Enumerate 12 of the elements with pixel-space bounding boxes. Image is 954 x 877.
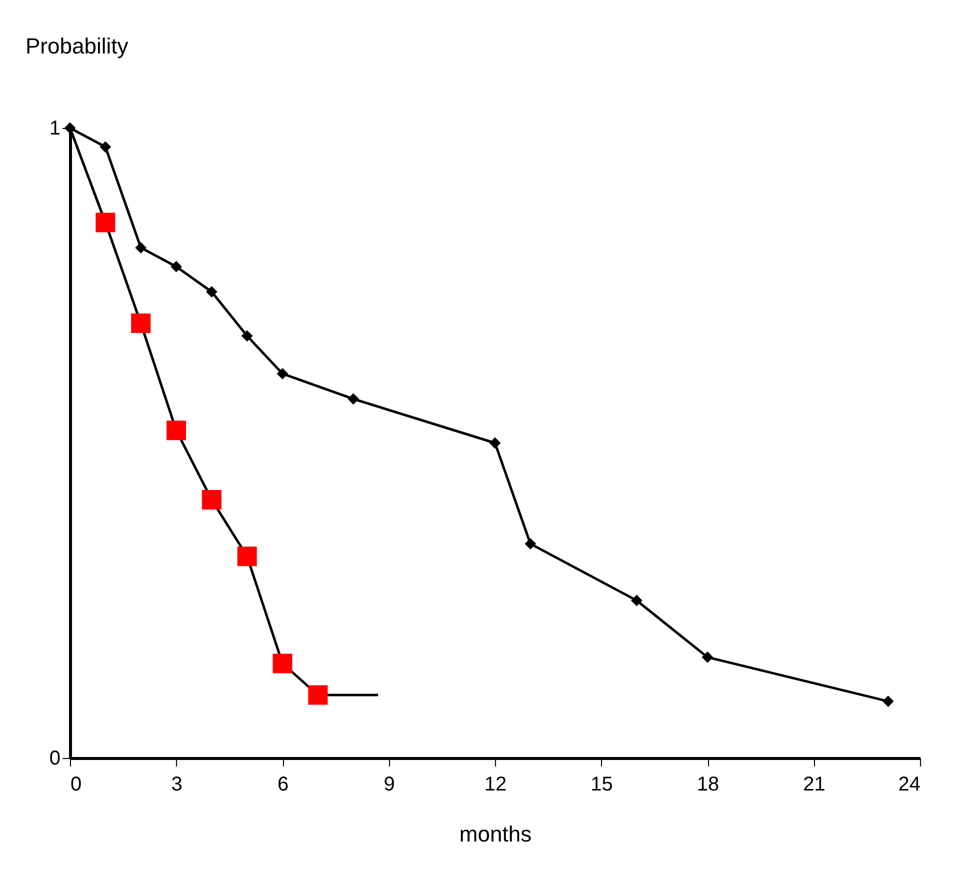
y-axis-title: Probability: [26, 34, 128, 58]
x-tick-label: 9: [384, 774, 395, 796]
x-tick-label: 24: [898, 774, 920, 796]
y-tick-label: 1: [49, 118, 60, 140]
x-tick-label: 0: [70, 774, 82, 796]
x-axis-title: months: [459, 822, 532, 846]
x-tick-label: 12: [484, 774, 507, 796]
x-tick-label: 21: [803, 774, 826, 796]
x-tick-label: 3: [171, 774, 182, 796]
x-tick-label: 15: [590, 774, 613, 796]
x-tick-label: 6: [277, 774, 289, 796]
x-tick-label: 18: [696, 774, 720, 796]
